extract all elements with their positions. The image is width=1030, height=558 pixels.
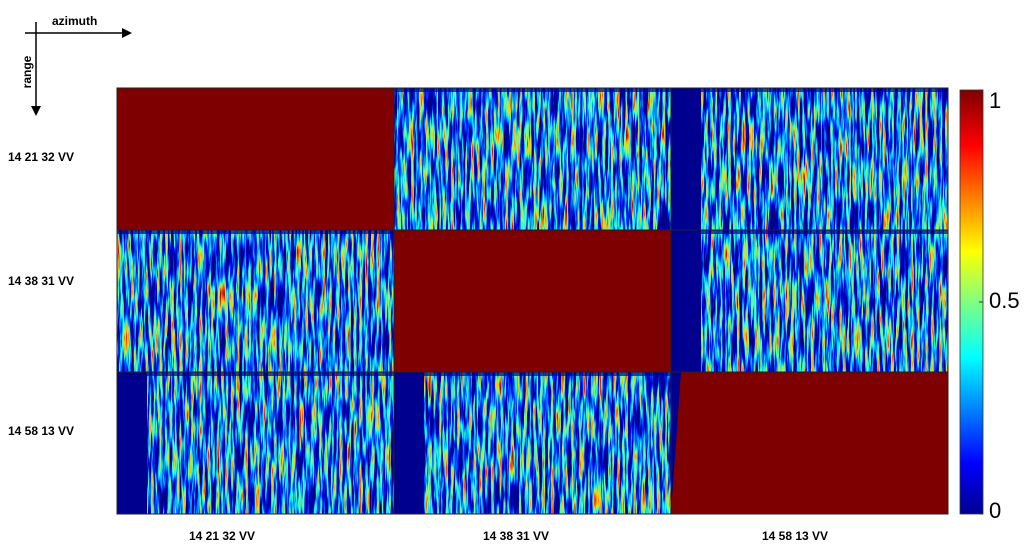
panel-top-band [394, 88, 671, 92]
column-label: 14 58 13 VV [762, 529, 828, 543]
coherence-panel [394, 372, 671, 514]
coherence-panel [117, 88, 394, 230]
panel-top-band [394, 372, 671, 376]
panel-strip [394, 372, 424, 514]
panel-strip [671, 230, 701, 372]
coherence-panel [394, 230, 671, 372]
colorbar-tick-label: 0 [989, 498, 1001, 523]
coherence-panel [394, 88, 671, 230]
row-label: 14 21 32 VV [8, 150, 74, 164]
row-label: 14 38 31 VV [8, 274, 74, 288]
row-label: 14 58 13 VV [8, 424, 74, 438]
coherence-panel [117, 230, 394, 372]
coherence-matrix [116, 87, 949, 515]
panel-top-band [671, 230, 948, 234]
panel-top-band [671, 88, 948, 92]
range-label: range [20, 55, 34, 88]
panel-top-band [117, 372, 394, 376]
coherence-panel [671, 88, 948, 230]
colorbar-tick-label: 0.5 [989, 288, 1020, 313]
colorbar: 00.51 [959, 88, 1020, 523]
coherence-panel [671, 372, 948, 514]
column-label: 14 21 32 VV [189, 529, 255, 543]
azimuth-label: azimuth [52, 14, 97, 28]
coherence-panel [671, 230, 948, 372]
panel-strip [671, 88, 701, 230]
coherence-panel [117, 372, 394, 514]
panel-border [670, 371, 949, 515]
colorbar-tick-label: 1 [989, 88, 1001, 113]
orientation-arrows: azimuth range [20, 14, 132, 116]
panel-strip [117, 372, 147, 514]
panel-top-band [117, 230, 394, 234]
column-label: 14 38 31 VV [483, 529, 549, 543]
